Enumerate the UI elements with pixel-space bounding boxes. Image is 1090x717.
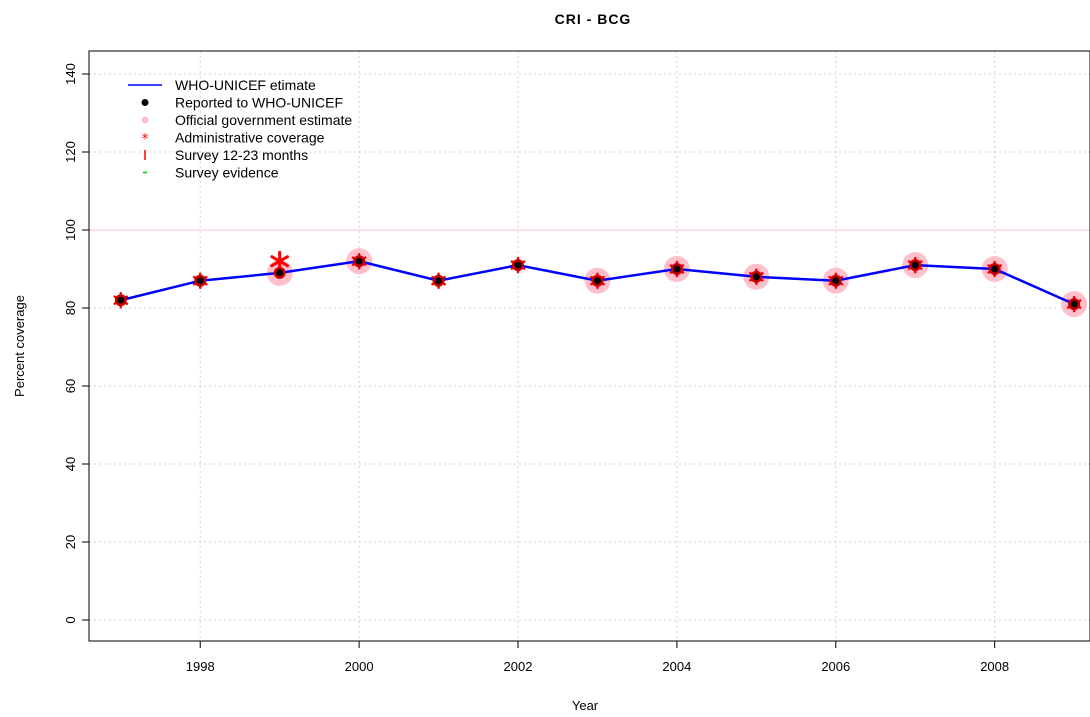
legend-item: * Administrative coverage: [142, 130, 325, 148]
legend-label: Official government estimate: [175, 112, 352, 128]
y-tick-label: 140: [63, 63, 78, 85]
x-tick-label: 1998: [186, 659, 215, 674]
legend-swatch-asterisk: *: [142, 132, 149, 148]
reported-point-dot: [673, 266, 680, 273]
legend-label: Survey evidence: [175, 165, 279, 181]
reported-point-dot: [356, 258, 363, 265]
x-tick-label: 2008: [980, 659, 1009, 674]
x-tick-label: 2002: [504, 659, 533, 674]
x-tick-label: 2004: [662, 659, 691, 674]
reported-point: [989, 263, 1001, 275]
reported-point: [830, 275, 842, 287]
legend-item: Survey 12-23 months: [145, 147, 308, 163]
chart-title: CRI - BCG: [555, 11, 632, 27]
y-tick-label: 0: [63, 616, 78, 623]
legend-swatch-dot: [142, 117, 149, 124]
reported-point: [1068, 298, 1080, 310]
reported-point: [591, 275, 603, 287]
reported-point-dot: [753, 273, 760, 280]
y-tick-label: 80: [63, 301, 78, 315]
y-tick-label: 100: [63, 219, 78, 241]
x-tick-label: 2000: [345, 659, 374, 674]
reported-point-dot: [435, 277, 442, 284]
legend-label: WHO-UNICEF etimate: [175, 77, 316, 93]
reported-point: [750, 271, 762, 283]
reported-point-dot: [1071, 301, 1078, 308]
y-tick-label: 40: [63, 457, 78, 471]
legend-item: WHO-UNICEF etimate: [128, 77, 316, 93]
legend-item: Reported to WHO-UNICEF: [142, 95, 344, 111]
reported-point-dot: [912, 262, 919, 269]
legend-label: Administrative coverage: [175, 130, 325, 146]
reported-point: [194, 275, 206, 287]
reported-point: [353, 255, 365, 267]
data-marks: [115, 248, 1087, 317]
y-axis-title: Percent coverage: [12, 295, 27, 397]
y-tick-label: 20: [63, 535, 78, 549]
legend: WHO-UNICEF etimate Reported to WHO-UNICEF…: [128, 77, 352, 181]
y-tick-label: 120: [63, 141, 78, 163]
reported-point-dot: [515, 262, 522, 269]
reported-point-dot: [276, 269, 283, 276]
x-axis-title: Year: [572, 698, 599, 713]
reported-point-dot: [117, 297, 124, 304]
reported-point: [512, 259, 524, 271]
legend-item: Survey evidence: [143, 165, 279, 181]
reported-point: [433, 275, 445, 287]
reported-point-dot: [197, 277, 204, 284]
legend-label: Reported to WHO-UNICEF: [175, 95, 343, 111]
reported-point: [274, 267, 286, 279]
legend-item: Official government estimate: [142, 112, 353, 128]
reported-point-dot: [991, 266, 998, 273]
x-tick-label: 2006: [821, 659, 850, 674]
reported-point: [909, 259, 921, 271]
reported-point: [671, 263, 683, 275]
legend-label: Survey 12-23 months: [175, 147, 308, 163]
legend-swatch-dot: [142, 99, 149, 106]
reported-point-dot: [594, 277, 601, 284]
reported-point: [115, 294, 127, 306]
y-tick-label: 60: [63, 379, 78, 393]
reported-point-dot: [832, 277, 839, 284]
